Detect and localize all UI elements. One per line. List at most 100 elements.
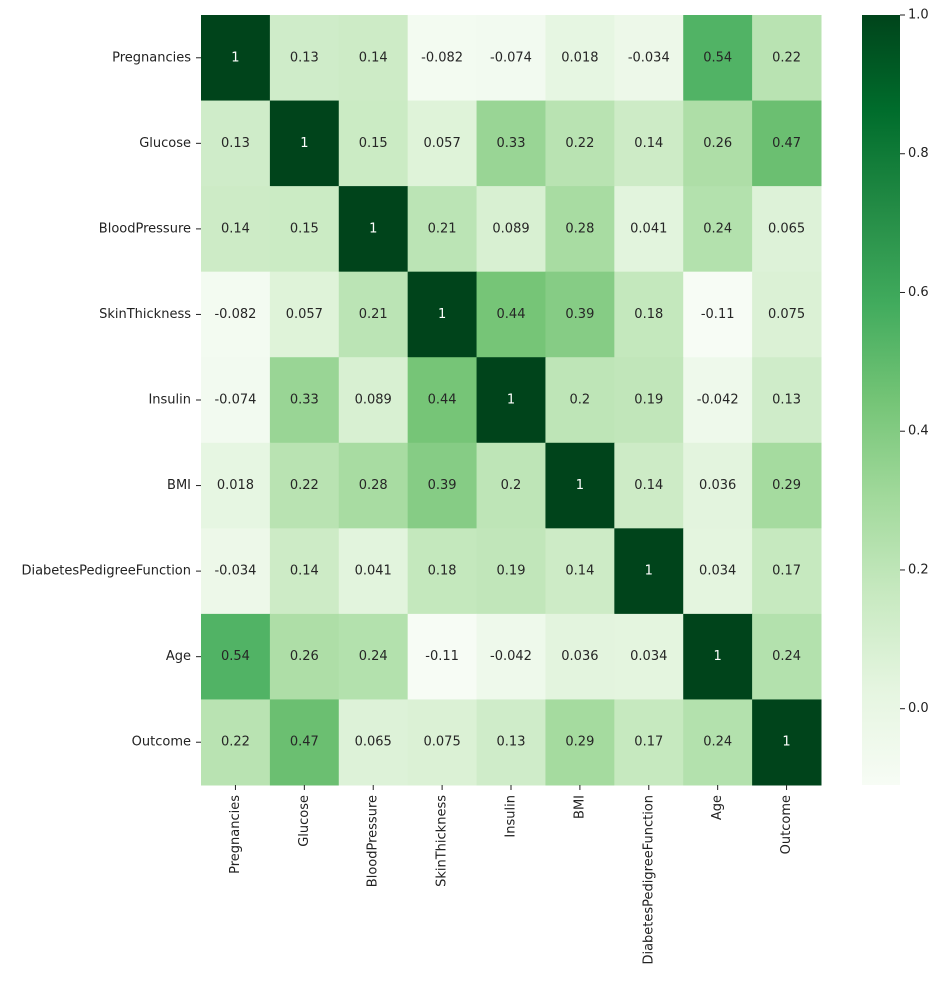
heatmap-cell [407,613,478,700]
y-tick-label: Outcome [132,735,191,750]
cell-label: 1 [507,393,515,408]
heatmap-cell [545,442,615,529]
y-tick-label: SkinThickness [99,307,191,322]
cell-label: 0.14 [290,564,319,579]
heatmap-cell [338,100,409,187]
cell-label: 0.14 [221,221,250,236]
heatmap-cell [614,100,684,187]
cell-label: 0.22 [772,50,801,65]
heatmap-cell [338,442,409,529]
y-tick-label: BMI [167,478,191,493]
heatmap-cell [545,186,615,273]
heatmap-cell [752,100,822,187]
cell-label: -0.11 [701,307,735,322]
heatmap-cell [683,15,753,102]
y-tick-label: Pregnancies [112,50,191,65]
heatmap-cell [752,15,822,102]
heatmap-cell [201,699,271,786]
heatmap-cell [476,100,546,187]
heatmap-cell [269,442,340,529]
cell-label: 0.065 [355,735,392,750]
heatmap-cell [269,699,340,786]
heatmap-cell [407,271,478,358]
heatmap-cell [476,357,546,444]
heatmap-cell [269,15,340,102]
y-tick-label: DiabetesPedigreeFunction [21,564,191,579]
cell-label: 0.28 [359,478,388,493]
heatmap-cell [683,528,753,615]
x-tick-label: Age [710,795,725,820]
cell-label: 0.22 [221,735,250,750]
heatmap-cell [407,442,478,529]
heatmap-cell [683,357,753,444]
cell-label: 0.26 [703,136,732,151]
cell-label: 0.14 [359,50,388,65]
heatmap-cell [614,699,684,786]
cell-label: 0.24 [703,735,732,750]
heatmap-cell [683,271,753,358]
heatmap-cell [752,699,822,786]
heatmap-cell [752,186,822,273]
heatmap-cell [683,442,753,529]
colorbar [862,15,900,785]
cell-label: 0.17 [772,564,801,579]
cell-label: 0.041 [630,221,667,236]
heatmap-cell [407,357,478,444]
colorbar-tick-label: 0.2 [908,562,929,577]
colorbar-tick-label: 0.0 [908,701,929,716]
heatmap-cell [201,15,271,102]
cell-label: 0.24 [772,649,801,664]
cell-label: 0.29 [772,478,801,493]
cell-label: 1 [645,564,653,579]
cell-label: 0.39 [565,307,594,322]
heatmap-cell [545,613,615,700]
heatmap-cell [201,442,271,529]
cell-label: 0.21 [359,307,388,322]
heatmap-cell [752,528,822,615]
heatmap-cell [545,15,615,102]
heatmap-cell [614,442,684,529]
cell-label: 0.18 [428,564,457,579]
cell-label: 0.17 [634,735,663,750]
cell-label: -0.074 [490,50,532,65]
cell-label: 0.2 [570,393,591,408]
heatmap-cell [752,442,822,529]
cell-label: 0.26 [290,649,319,664]
heatmap-cell [683,699,753,786]
heatmap-cell [201,357,271,444]
cell-label: 0.21 [428,221,457,236]
x-tick-label: Pregnancies [228,795,243,874]
heatmap-cell [269,186,340,273]
heatmap-cell [683,100,753,187]
heatmap-cell [614,357,684,444]
heatmap-cell [338,528,409,615]
cell-label: -0.034 [214,564,256,579]
cell-label: 0.44 [497,307,526,322]
cell-label: 0.089 [355,393,392,408]
cell-label: 0.089 [492,221,529,236]
heatmap-cell [269,528,340,615]
cell-label: 0.24 [703,221,732,236]
heatmap-cell [201,613,271,700]
cell-label: 0.13 [772,393,801,408]
heatmap-cell [614,613,684,700]
cell-label: 0.18 [634,307,663,322]
cell-label: -0.042 [490,649,532,664]
cell-label: 0.018 [217,478,254,493]
cell-label: 0.47 [772,136,801,151]
heatmap-cell [476,186,546,273]
cell-label: 0.034 [630,649,667,664]
heatmap-cell [407,100,478,187]
heatmap-cell [476,613,546,700]
heatmap-cell [476,15,546,102]
x-tick-label: DiabetesPedigreeFunction [641,795,656,965]
heatmap-cell [269,100,340,187]
cell-label: 1 [369,221,377,236]
heatmap-cell [683,613,753,700]
heatmap-cell [476,442,546,529]
heatmap-cell [201,271,271,358]
heatmap-cell [338,357,409,444]
heatmap-cell [269,271,340,358]
cell-label: 0.075 [768,307,805,322]
